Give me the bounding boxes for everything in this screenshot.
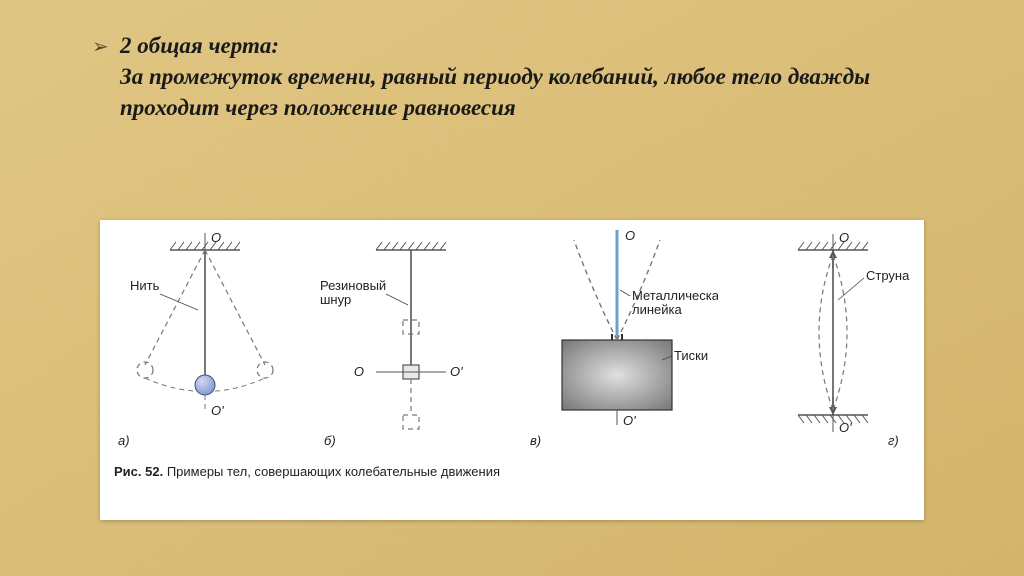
bullet-block: ➢ 2 общая черта:За промежуток времени, р…	[120, 30, 900, 123]
slide-root: ➢ 2 общая черта:За промежуток времени, р…	[0, 0, 1024, 576]
svg-text:г): г)	[888, 433, 899, 448]
figure-caption-text: Примеры тел, совершающих колебательные д…	[163, 464, 500, 479]
svg-text:O: O	[625, 228, 635, 243]
svg-text:Металлическаялинейка: Металлическаялинейка	[632, 288, 718, 317]
svg-text:в): в)	[530, 433, 541, 448]
bullet-marker-icon: ➢	[92, 34, 109, 59]
svg-text:Нить: Нить	[130, 278, 160, 293]
svg-text:O': O'	[839, 420, 852, 435]
svg-text:O': O'	[623, 413, 636, 428]
svg-text:O': O'	[450, 364, 463, 379]
figure-caption: Рис. 52. Примеры тел, совершающих колеба…	[100, 460, 924, 479]
svg-text:O: O	[839, 230, 849, 245]
figure-b: O O' Резиновыйшнур б)	[306, 220, 512, 460]
svg-text:O': O'	[211, 403, 224, 418]
figure-caption-prefix: Рис. 52.	[114, 464, 163, 479]
svg-text:б): б)	[324, 433, 336, 448]
svg-text:Тиски: Тиски	[674, 348, 708, 363]
figure-panel: O O' Нить а) O O' Резиновыйшнур б) O Металличес…	[100, 220, 924, 520]
svg-text:а): а)	[118, 433, 130, 448]
svg-text:O: O	[211, 230, 221, 245]
figure-d: O O' Струна г)	[718, 220, 924, 460]
bullet-text: 2 общая черта:За промежуток времени, рав…	[120, 30, 900, 123]
svg-text:O: O	[354, 364, 364, 379]
figure-row: O O' Нить а) O O' Резиновыйшнур б) O Металличес…	[100, 220, 924, 460]
svg-text:Струна: Струна	[866, 268, 910, 283]
figure-a: O O' Нить а)	[100, 220, 306, 460]
svg-text:Резиновыйшнур: Резиновыйшнур	[320, 278, 386, 307]
figure-c: O Металлическаялинейка Тиски O' в)	[512, 220, 718, 460]
